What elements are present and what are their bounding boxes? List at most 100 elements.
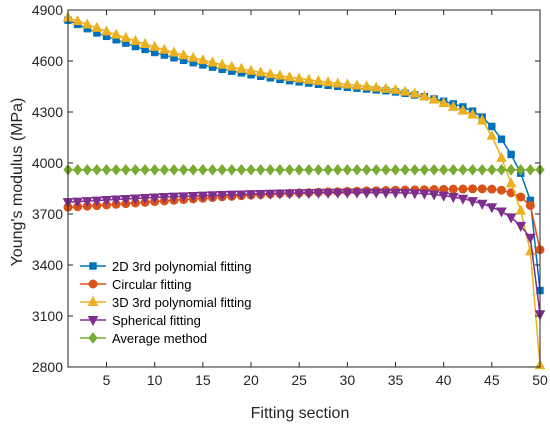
data-point — [399, 85, 411, 96]
data-point — [264, 68, 276, 79]
data-point — [140, 163, 150, 176]
legend-marker — [88, 279, 98, 289]
data-point — [158, 193, 170, 204]
data-point — [361, 188, 372, 199]
legend-entry-label: 3D 3rd polynomial fitting — [112, 295, 251, 310]
data-point — [139, 37, 151, 48]
data-point — [496, 151, 507, 162]
data-point — [168, 192, 180, 203]
data-point — [525, 233, 536, 244]
data-point — [505, 177, 517, 188]
data-point — [487, 184, 497, 194]
data-point — [322, 76, 334, 87]
data-point — [467, 163, 478, 176]
data-point — [101, 196, 112, 207]
data-point — [400, 163, 410, 176]
legend-marker — [89, 262, 97, 270]
data-point — [149, 40, 161, 51]
data-point — [410, 163, 420, 176]
data-point — [351, 79, 363, 90]
data-point — [284, 71, 295, 82]
data-point — [245, 190, 257, 201]
data-point — [139, 194, 151, 205]
data-point — [303, 73, 315, 84]
data-point — [178, 192, 189, 203]
data-point — [245, 64, 257, 75]
data-point — [505, 213, 517, 224]
data-point — [448, 163, 458, 176]
data-point — [351, 188, 363, 199]
data-point — [275, 163, 285, 176]
data-point — [303, 189, 315, 200]
x-tick-label: 10 — [147, 372, 163, 388]
data-point — [476, 114, 488, 125]
data-point — [236, 190, 247, 201]
data-point — [121, 163, 131, 176]
x-axis-label: Fitting section — [251, 405, 350, 422]
series-average-method — [63, 163, 545, 176]
data-point — [168, 46, 180, 57]
data-point — [419, 163, 430, 176]
data-point — [236, 62, 247, 73]
data-point — [476, 199, 488, 210]
data-point — [178, 163, 189, 176]
data-point — [81, 197, 93, 208]
data-point — [226, 60, 238, 71]
data-point — [304, 163, 314, 176]
data-point — [111, 163, 121, 176]
series-3d-3rd-polynomial-fitting — [62, 11, 546, 370]
x-tick-label: 30 — [340, 372, 356, 388]
legend: 2D 3rd polynomial fitting Circular fittin… — [74, 254, 279, 354]
data-point — [525, 163, 536, 176]
data-point — [352, 163, 362, 176]
data-point — [256, 163, 266, 176]
data-point — [284, 163, 295, 176]
data-point — [496, 185, 506, 195]
x-tick-label: 15 — [195, 372, 211, 388]
data-point — [158, 43, 170, 54]
axes-box — [67, 9, 541, 368]
data-point — [101, 163, 112, 176]
data-point — [236, 163, 247, 176]
data-point — [477, 184, 487, 194]
data-point — [216, 58, 228, 69]
axes-layer: 5 10 15 20 25 30 35 40 45 50 2800 3100 3400 3700 4000 4… — [32, 2, 548, 388]
data-point — [110, 28, 122, 39]
data-point — [187, 51, 199, 62]
legend-entry-label: Average method — [112, 331, 207, 346]
data-point — [515, 204, 527, 215]
data-point — [380, 188, 392, 199]
data-point — [187, 191, 199, 203]
data-point — [197, 191, 209, 202]
data-point — [150, 163, 160, 176]
data-point — [313, 74, 324, 86]
data-point — [226, 190, 238, 201]
data-point — [515, 221, 527, 232]
data-point — [438, 191, 450, 202]
data-point — [92, 163, 102, 176]
data-point — [488, 122, 496, 131]
data-point — [294, 163, 304, 176]
data-point — [457, 104, 469, 115]
data-point — [516, 192, 526, 202]
data-point — [486, 129, 498, 140]
data-point — [293, 189, 305, 200]
data-point — [265, 163, 275, 176]
series-layer — [62, 11, 546, 370]
data-point — [429, 163, 439, 176]
data-point — [458, 163, 468, 176]
data-point — [293, 72, 305, 83]
data-point — [390, 188, 401, 199]
legend-marker — [88, 332, 98, 344]
legend-entry-label: Circular fitting — [112, 277, 191, 292]
data-point — [409, 87, 421, 98]
data-point — [457, 194, 469, 205]
data-point — [91, 196, 103, 207]
data-point — [448, 184, 458, 194]
data-point — [467, 197, 478, 208]
data-point — [333, 163, 343, 176]
data-point — [361, 80, 372, 91]
x-tick-label: 40 — [436, 372, 452, 388]
